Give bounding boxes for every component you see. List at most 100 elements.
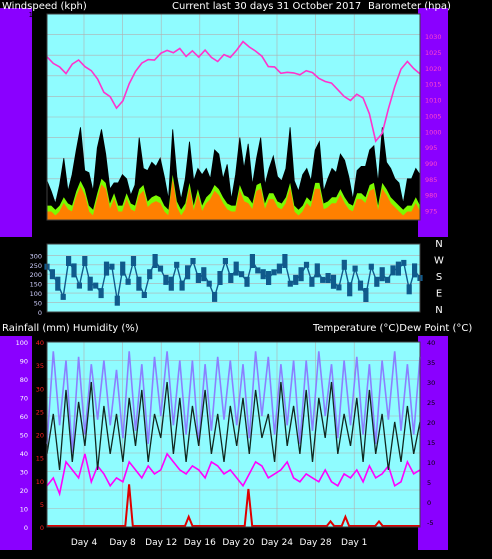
rainfall-tick-label: 25 — [36, 408, 44, 416]
rainfall-tick-label: 40 — [36, 339, 44, 347]
wind-day-tick-label: Day 20 — [222, 230, 254, 240]
pressure-series — [46, 40, 421, 143]
humidity-tick-label: 80 — [20, 376, 28, 384]
lower-day-tick-label: Day 12 — [145, 538, 177, 548]
barometer-ticks: 975 980 985 990 995 1000 1005 1010 1015 1020 1025 1… — [425, 33, 442, 215]
barometer-tick-label: 1020 — [425, 65, 442, 73]
wind-day-tick-label: Day 16 — [184, 230, 216, 240]
wind-tick-label: 100 — [29, 11, 42, 19]
direction-tick-label: 300 — [30, 252, 42, 260]
lower-day-tick-label: Day 24 — [261, 538, 293, 548]
lower-day-tick-label: Day 4 — [71, 538, 98, 548]
average-wind-series — [46, 174, 421, 221]
humidity-tick-label: 60 — [20, 413, 28, 421]
wind-tick-label: 60 — [33, 93, 42, 101]
rainfall-tick-label: 5 — [40, 501, 44, 509]
rainfall-tick-label: 20 — [36, 432, 44, 440]
temperature-tick-label: 40 — [427, 339, 435, 347]
wind-day-tick-label: Day 4 — [71, 230, 98, 240]
barometer-tick-label: 1025 — [425, 49, 442, 57]
lower-day-tick-label: Day 28 — [300, 538, 332, 548]
barometer-tick-label: 975 — [425, 207, 437, 215]
temperature-ticks: -5 0 5 10 15 20 25 30 35 40 — [427, 339, 435, 527]
average-wind-area — [46, 180, 421, 221]
pressure-line — [46, 40, 421, 143]
temperature-tick-label: 20 — [427, 419, 435, 427]
wind-tick-label: 70 — [33, 73, 42, 81]
humidity-tick-label: 70 — [20, 395, 28, 403]
rainfall-line — [47, 484, 420, 527]
dewpoint-line — [46, 452, 421, 497]
temperature-tick-label: 15 — [427, 439, 435, 447]
lower-day-tick-label: Day 16 — [184, 538, 216, 548]
rainfall-tick-label: 0 — [40, 524, 44, 532]
wind-speed-ticks: 0 10 20 30 40 50 60 70 80 90 100 — [29, 11, 42, 225]
temperature-line — [46, 381, 421, 470]
wind-day-tick-label: Day 8 — [109, 230, 136, 240]
lower-day-tick-label: Day 1 — [341, 538, 367, 548]
direction-tick-label: 100 — [30, 290, 42, 298]
wind-day-ticks: Day 4 Day 8 Day 12 Day 16 Day 20 Day 24 Day 28… — [71, 230, 368, 240]
compass-label: S — [436, 272, 442, 283]
barometer-tick-label: 980 — [425, 192, 437, 200]
compass-label: N — [435, 305, 442, 316]
direction-grid — [47, 255, 420, 313]
barometer-tick-label: 1030 — [425, 33, 442, 41]
direction-tick-label: 50 — [34, 300, 42, 308]
lower-day-tick-label: Day 20 — [222, 538, 254, 548]
rainfall-tick-label: 15 — [36, 455, 44, 463]
lower-day-ticks: Day 4 Day 8 Day 12 Day 16 Day 20 Day 24 Day 28… — [71, 538, 368, 548]
barometer-axis-title: Barometer (hpa) — [368, 1, 451, 12]
wind-day-tick-label: Day 12 — [145, 230, 177, 240]
wind-left-strip — [0, 8, 32, 237]
lower-day-tick-label: Day 8 — [109, 538, 136, 548]
wind-tick-label: 90 — [33, 32, 42, 40]
humidity-tick-label: 10 — [20, 506, 28, 514]
direction-tick-label: 200 — [30, 271, 42, 279]
rainfall-tick-label: 30 — [36, 385, 44, 393]
temperature-tick-label: 35 — [427, 359, 435, 367]
barometer-tick-label: 990 — [425, 160, 437, 168]
barometer-tick-label: 985 — [425, 176, 437, 184]
wind-axis-title: Windspeed (kph) — [2, 1, 87, 12]
humidity-tick-label: 0 — [24, 524, 28, 532]
compass-label: E — [436, 289, 442, 300]
lower-right-strip — [418, 336, 448, 550]
temperature-plot-border — [46, 341, 421, 528]
wind-plot-border — [46, 13, 421, 221]
temperature-tick-label: 25 — [427, 399, 435, 407]
lower-left-strip — [0, 336, 32, 550]
wind-tick-label: 50 — [33, 114, 42, 122]
rain-humidity-axis-title: Rainfall (mm) Humidity (%) — [2, 323, 139, 334]
rainfall-tick-label: 10 — [36, 478, 44, 486]
compass-label: N — [435, 239, 442, 250]
humidity-tick-label: 50 — [20, 432, 28, 440]
temperature-tick-label: 0 — [427, 499, 431, 507]
wind-tick-label: 10 — [33, 196, 42, 204]
temperature-tick-label: 5 — [427, 479, 431, 487]
wind-day-tick-label: Day 24 — [261, 230, 293, 240]
direction-tick-label: 0 — [38, 309, 42, 317]
temperature-dewpoint-axis-title: Temperature (°C)Dew Point (°C) — [312, 323, 472, 334]
direction-plot-border — [46, 243, 421, 313]
rainfall-ticks: 0 5 10 15 20 25 30 35 40 — [36, 339, 44, 532]
wind-tick-label: 80 — [33, 52, 42, 60]
temperature-tick-label: 30 — [427, 379, 435, 387]
temperature-tick-label: 10 — [427, 459, 435, 467]
wind-tick-label: 30 — [33, 155, 42, 163]
wind-tick-label: 0 — [38, 217, 42, 225]
wind-day-tick-label: Day 28 — [300, 230, 332, 240]
humidity-tick-label: 30 — [20, 469, 28, 477]
humidity-line — [46, 351, 421, 454]
humidity-tick-label: 40 — [20, 450, 28, 458]
direction-tick-label: 250 — [30, 262, 42, 270]
humidity-ticks: 0 10 20 30 40 50 60 70 80 90 100 — [16, 339, 28, 532]
barometer-tick-label: 1015 — [425, 81, 442, 89]
humidity-tick-label: 100 — [16, 339, 28, 347]
temperature-series-group — [46, 351, 421, 527]
barometer-tick-label: 995 — [425, 144, 437, 152]
